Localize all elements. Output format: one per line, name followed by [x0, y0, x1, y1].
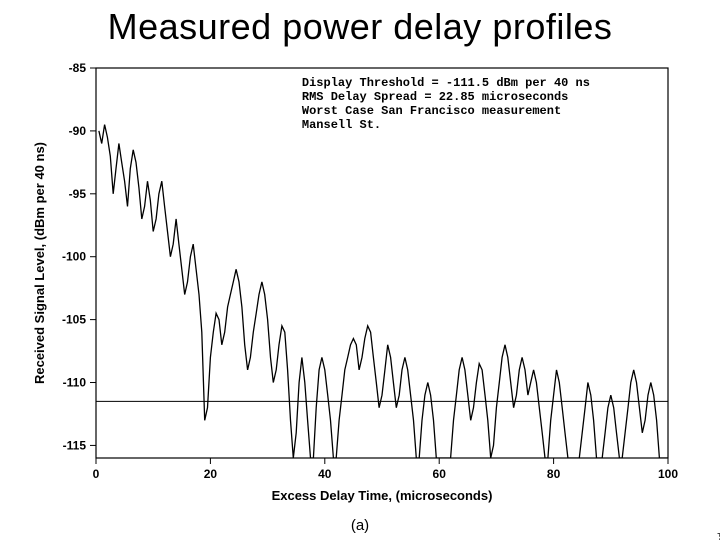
- svg-text:Display Threshold = -111.5 dBm: Display Threshold = -111.5 dBm per 40 ns: [302, 76, 590, 90]
- svg-text:Excess Delay Time, (microseco: Excess Delay Time, (microseconds): [272, 488, 493, 503]
- svg-text:-105: -105: [62, 313, 86, 327]
- svg-text:-85: -85: [69, 61, 87, 75]
- power-delay-chart: -85 -90 -95 -100 -105 -110 -115 0 20 40 60 80 100 Exc…: [18, 58, 688, 528]
- svg-text:-100: -100: [62, 250, 86, 264]
- svg-text:-110: -110: [63, 376, 87, 390]
- svg-text:-115: -115: [63, 438, 87, 452]
- svg-text:60: 60: [433, 467, 447, 481]
- page-title: Measured power delay profiles: [0, 6, 720, 48]
- subfigure-label: (a): [0, 517, 720, 534]
- svg-text:40: 40: [318, 467, 332, 481]
- svg-text:-90: -90: [69, 124, 87, 138]
- svg-text:80: 80: [547, 467, 561, 481]
- svg-text:Worst Case San Francisco measu: Worst Case San Francisco measurement: [302, 104, 561, 118]
- chart-svg: -85 -90 -95 -100 -105 -110 -115 0 20 40 60 80 100 Exc…: [18, 58, 688, 528]
- svg-text:0: 0: [93, 467, 100, 481]
- svg-text:20: 20: [204, 467, 218, 481]
- svg-text:Received Signal Level, (dBm p: Received Signal Level, (dBm per 40 ns): [32, 142, 47, 384]
- svg-text:-95: -95: [69, 187, 87, 201]
- svg-text:100: 100: [658, 467, 678, 481]
- svg-text:Mansell St.: Mansell St.: [302, 118, 381, 132]
- svg-text:RMS Delay Spread = 22.85 micr: RMS Delay Spread = 22.85 microseconds: [302, 90, 568, 104]
